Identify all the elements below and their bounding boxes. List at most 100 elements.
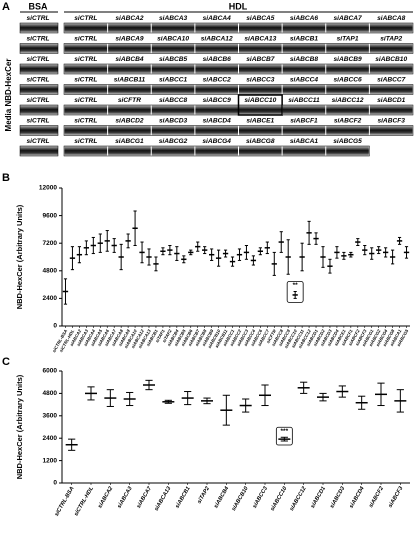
blot-band bbox=[326, 64, 369, 74]
blot-frame bbox=[19, 22, 59, 34]
blot-band bbox=[369, 43, 413, 54]
lane-label: siABCC2 bbox=[203, 76, 232, 83]
blot-frame bbox=[19, 63, 59, 75]
blot-band bbox=[20, 64, 58, 74]
lane-label: siABCA1 bbox=[290, 138, 319, 145]
lane-label: siABCB4 bbox=[115, 56, 144, 63]
lane-label: siTAP2 bbox=[380, 35, 402, 42]
lane-label: siABCC9 bbox=[203, 97, 232, 104]
panel-label: C bbox=[2, 356, 10, 368]
lane-label: siABCG2 bbox=[159, 138, 188, 145]
blot-band bbox=[282, 43, 326, 54]
blot-band bbox=[326, 43, 369, 54]
blot-band bbox=[64, 146, 108, 156]
y-tick-label: 1200 bbox=[43, 457, 58, 464]
blot-band bbox=[282, 84, 326, 95]
blot-band bbox=[239, 146, 282, 156]
blot-band bbox=[151, 43, 195, 54]
blot-band bbox=[20, 125, 58, 136]
y-axis-label: NBD-HexCer (Arbitrary Units) bbox=[15, 374, 24, 479]
blot-band bbox=[151, 23, 195, 33]
lane-label: siABCA7 bbox=[333, 15, 362, 22]
blot-frame bbox=[19, 84, 59, 95]
blot-band bbox=[108, 64, 151, 74]
blot-band bbox=[64, 125, 108, 136]
blot-band bbox=[195, 105, 238, 115]
y-axis-label: NBD-HexCer (Arbitrary Units) bbox=[15, 204, 24, 309]
lane-label: siCTRL bbox=[74, 97, 97, 104]
lane-label: siCTRL bbox=[26, 76, 49, 83]
lane-label: siABCB9 bbox=[333, 56, 362, 63]
lane-label: siABCC6 bbox=[333, 76, 362, 83]
lane-label: siABCA3 bbox=[159, 15, 188, 22]
lane-label: siABCB8 bbox=[290, 56, 319, 63]
blot-band bbox=[20, 84, 58, 95]
blot-frame bbox=[19, 104, 59, 116]
y-tick-label: 12000 bbox=[39, 185, 57, 192]
blot-band bbox=[239, 125, 282, 136]
significance-label: ** bbox=[293, 282, 299, 289]
panel-label: A bbox=[2, 1, 10, 13]
blot-band bbox=[20, 146, 58, 156]
lane-label: siABCC7 bbox=[377, 76, 406, 83]
y-tick-label: 4800 bbox=[43, 390, 58, 397]
hdl-header: HDL bbox=[229, 1, 248, 11]
blot-frame bbox=[63, 43, 414, 54]
lane-label: siCTRL bbox=[26, 35, 49, 42]
blot-frame bbox=[63, 125, 414, 136]
blot-band bbox=[64, 43, 108, 54]
blot-frame bbox=[63, 63, 414, 75]
blot-band bbox=[20, 43, 58, 54]
blot-band bbox=[369, 23, 413, 33]
lane-label: siABCB5 bbox=[159, 56, 188, 63]
lane-label: siABCA6 bbox=[290, 15, 319, 22]
y-tick-label: 2400 bbox=[43, 295, 58, 302]
blot-band bbox=[108, 43, 151, 54]
blot-band bbox=[195, 84, 238, 95]
lane-label: siABCC3 bbox=[246, 76, 275, 83]
blot-frame bbox=[63, 104, 414, 116]
blot-frame bbox=[63, 22, 414, 34]
blot-band bbox=[151, 125, 195, 136]
lane-label: siABCG1 bbox=[115, 138, 144, 145]
lane-label: siABCB1 bbox=[290, 35, 319, 42]
lane-label: siABCD3 bbox=[159, 117, 188, 124]
blot-band bbox=[151, 84, 195, 95]
lane-label: siTAP1 bbox=[337, 35, 359, 42]
y-tick-label: 3600 bbox=[43, 413, 58, 420]
lane-label: siABCA10 bbox=[157, 35, 189, 42]
y-tick-label: 6000 bbox=[43, 368, 58, 375]
lane-label: siABCG5 bbox=[333, 138, 362, 145]
lane-label: siABCD4 bbox=[203, 117, 232, 124]
lane-label: siABCF2 bbox=[334, 117, 362, 124]
lane-label: siCTRL bbox=[26, 117, 49, 124]
blot-band bbox=[282, 146, 326, 156]
lane-label: siCTRL bbox=[74, 56, 97, 63]
blot-band bbox=[151, 146, 195, 156]
lane-label: siABCB10 bbox=[375, 56, 407, 63]
blot-band bbox=[326, 23, 369, 33]
blot-band bbox=[282, 105, 326, 115]
blot-band bbox=[369, 105, 413, 115]
y-tick-label: 9600 bbox=[43, 212, 58, 219]
significance-box bbox=[275, 426, 293, 446]
blot-frame bbox=[19, 43, 59, 54]
lane-label: siABCA9 bbox=[115, 35, 144, 42]
lane-label: siABCA12 bbox=[201, 35, 233, 42]
lane-label: siCTRL bbox=[74, 15, 97, 22]
blot-band bbox=[108, 84, 151, 95]
x-tick-label: siTAP1 bbox=[154, 328, 166, 343]
lane-label: siABCC12 bbox=[332, 97, 364, 104]
lane-label: siCTRL bbox=[74, 117, 97, 124]
blot-band bbox=[20, 105, 58, 115]
blot-band bbox=[239, 23, 282, 33]
y-tick-label: 0 bbox=[53, 323, 57, 330]
blot-band bbox=[64, 105, 108, 115]
lane-label: siABCC10 bbox=[244, 97, 276, 104]
lane-label: siCTRL bbox=[26, 138, 49, 145]
blot-band bbox=[20, 23, 58, 33]
blot-band bbox=[195, 146, 238, 156]
y-tick-label: 7200 bbox=[43, 240, 58, 247]
lane-label: siABCB11 bbox=[114, 76, 146, 83]
blot-band bbox=[369, 64, 413, 74]
